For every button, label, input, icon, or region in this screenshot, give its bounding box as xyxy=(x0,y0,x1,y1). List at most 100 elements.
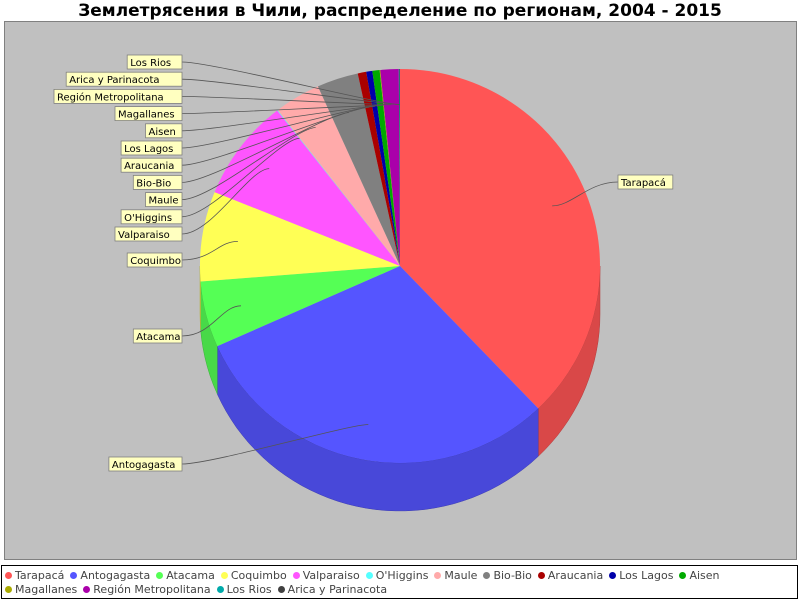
slice-label: Aisen xyxy=(149,127,176,138)
legend-swatch xyxy=(70,571,78,579)
chart-title: Землетрясения в Чили, распределение по р… xyxy=(78,1,722,21)
slice-araucania xyxy=(357,71,400,266)
legend-swatch xyxy=(277,585,285,593)
legend-item: Tarapacá xyxy=(5,568,64,582)
slice-label-box xyxy=(114,106,183,121)
legend-label: Aisen xyxy=(689,568,720,582)
slice-tarapac- xyxy=(400,69,600,409)
legend-swatch xyxy=(679,571,687,579)
legend-swatch xyxy=(5,585,12,593)
legend-swatch xyxy=(365,571,373,579)
slice-magallanes xyxy=(379,69,400,266)
legend-item: Maule xyxy=(434,568,477,582)
label-connector xyxy=(181,96,392,106)
slice-maule xyxy=(277,86,400,267)
slice-label: Maule xyxy=(149,196,179,207)
legend: Tarapacá Antogagasta Atacama Coquimbo Valpar… xyxy=(1,565,798,599)
slice-label: Tarapacá xyxy=(620,177,666,189)
legend-item: Arica y Parinacota xyxy=(277,582,388,596)
legend-label: Antogagasta xyxy=(80,568,151,582)
slice-label-box xyxy=(53,89,183,104)
legend-label: Araucania xyxy=(547,568,604,582)
slice-label-box xyxy=(120,140,183,156)
legend-swatch xyxy=(5,571,12,579)
slice-label: Magallanes xyxy=(118,110,175,121)
slice-label-box xyxy=(114,226,183,242)
slice-label-box xyxy=(120,157,183,173)
legend-label: O'Higgins xyxy=(375,568,429,582)
legend-swatch xyxy=(156,571,164,579)
slice-atacama xyxy=(200,266,400,347)
slice-label-box xyxy=(108,456,183,472)
label-connector xyxy=(181,241,238,261)
slice-valparaiso xyxy=(214,110,400,266)
slice-label-box xyxy=(132,328,183,344)
pie-chart: Tarapacá Los Rios Arica y Parinacota Región… xyxy=(53,54,674,512)
slice-label-box xyxy=(126,252,183,268)
label-connector xyxy=(181,112,349,183)
legend-item: Coquimbo xyxy=(220,568,287,582)
legend-label: Magallanes xyxy=(15,582,78,596)
legend-item: Los Lagos xyxy=(609,568,673,582)
label-connector xyxy=(181,168,270,235)
slice-regi-n-metropolitana xyxy=(380,69,400,266)
label-connector xyxy=(181,105,381,132)
legend-item: Bio-Bio xyxy=(483,568,532,582)
legend-swatch xyxy=(83,585,91,593)
slice-label-box xyxy=(145,123,183,139)
legend-swatch xyxy=(434,571,442,579)
slice-label: Antogagasta xyxy=(112,460,175,471)
legend-swatch xyxy=(483,571,491,579)
legend-item: Atacama xyxy=(156,568,215,582)
legend-label: Maule xyxy=(444,568,478,582)
slice-label: Arica y Parinacota xyxy=(69,75,159,86)
legend-item: Antogagasta xyxy=(70,568,150,582)
legend-swatch xyxy=(220,571,228,579)
legend-label: Bio-Bio xyxy=(493,568,532,582)
label-connector xyxy=(181,104,384,114)
slice-label: Araucania xyxy=(124,161,174,172)
slice-label-box xyxy=(65,71,183,87)
legend-swatch xyxy=(292,571,300,579)
slice-label: Región Metropolitana xyxy=(57,91,164,103)
legend-item: Araucania xyxy=(537,568,604,582)
legend-label: Valparaiso xyxy=(302,568,360,582)
legend-label: Arica y Parinacota xyxy=(287,582,388,596)
slice-o-higgins xyxy=(277,110,400,266)
slice-label-box xyxy=(120,209,183,225)
slice-los-lagos xyxy=(366,70,400,267)
label-connector xyxy=(552,181,619,207)
slice-los-rios xyxy=(398,68,400,266)
legend-item: Región Metropolitana xyxy=(83,582,211,596)
legend-swatch xyxy=(609,571,617,579)
slice-label-box xyxy=(617,174,674,190)
slice-label: Valparaiso xyxy=(118,230,170,241)
label-connector xyxy=(181,61,400,105)
label-connector xyxy=(181,107,369,166)
slice-label: Los Rios xyxy=(130,58,171,69)
legend-label: Los Lagos xyxy=(619,568,674,582)
legend-item: Magallanes xyxy=(5,582,77,596)
legend-item: Aisen xyxy=(679,568,720,582)
slice-coquimbo xyxy=(199,192,400,282)
label-connector xyxy=(181,137,300,218)
legend-item: Los Rios xyxy=(216,582,272,596)
legend-item: Valparaiso xyxy=(292,568,360,582)
slice-label-box xyxy=(145,192,183,208)
slice-arica-y-parinacota xyxy=(399,68,400,266)
legend-label: Región Metropolitana xyxy=(93,582,211,596)
slice-label: Atacama xyxy=(136,332,180,343)
legend-label: Coquimbo xyxy=(230,568,287,582)
legend-label: Tarapacá xyxy=(15,568,65,582)
slice-label-box xyxy=(126,54,183,70)
slice-aisen xyxy=(372,70,400,266)
label-connector xyxy=(181,305,242,337)
legend-item: O'Higgins xyxy=(365,568,429,582)
slice-label: O'Higgins xyxy=(124,213,172,224)
label-connector xyxy=(181,424,369,465)
slice-bio-bio xyxy=(317,73,400,266)
slice-label: Los Lagos xyxy=(124,144,173,155)
legend-label: Los Rios xyxy=(226,582,272,596)
slice-antogagasta xyxy=(217,266,539,463)
label-connector xyxy=(181,127,316,200)
